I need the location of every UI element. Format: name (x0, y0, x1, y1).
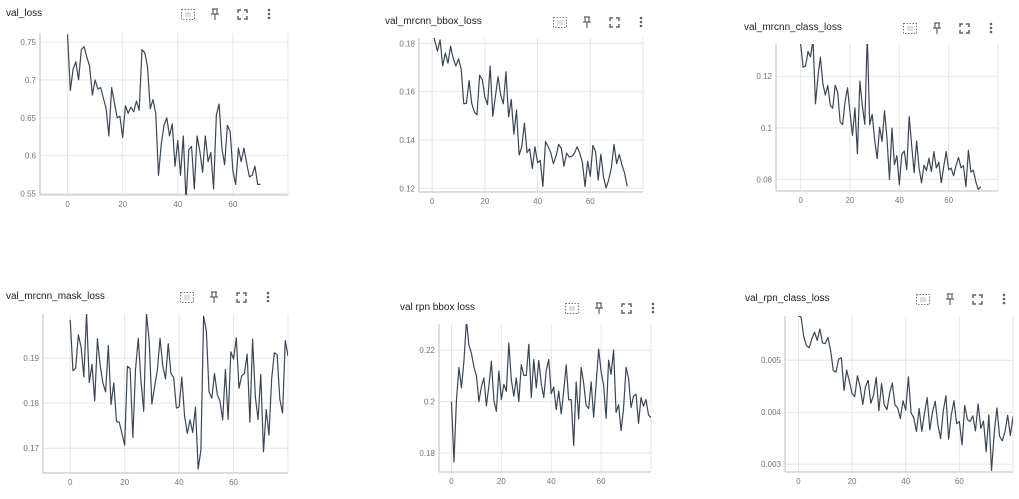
chart-title: val_mrcnn_bbox_loss (385, 16, 482, 27)
chart-toolbar (902, 20, 999, 36)
pin-icon[interactable] (206, 289, 222, 305)
series-line (450, 324, 651, 463)
pin-icon[interactable] (579, 14, 595, 30)
y-tick-label: 0.1 (761, 124, 773, 133)
series-line (69, 314, 288, 470)
y-tick-label: 0.55 (20, 189, 36, 198)
x-tick-label: 0 (430, 197, 435, 206)
x-tick-label: 20 (846, 196, 855, 205)
data-selection-icon[interactable] (902, 20, 918, 36)
series-line (433, 38, 628, 189)
val-mrcnn-mask-loss-plot[interactable]: 0.17 0.18 0.19 0 20 40 60 (23, 314, 289, 489)
chart-title: val_mrcnn_class_loss (744, 22, 842, 33)
pin-icon[interactable] (207, 6, 223, 22)
data-selection-icon[interactable] (180, 6, 196, 22)
val-mrcnn-class-loss-plot[interactable]: 0.08 0.1 0.12 0 20 40 60 (756, 44, 999, 207)
val-loss-plot[interactable]: 0.55 0.6 0.65 0.7 0.75 0 20 40 60 (20, 33, 289, 211)
y-tick-label: 0.2 (424, 398, 436, 407)
x-tick-label: 60 (229, 478, 238, 487)
chart-toolbar (564, 300, 661, 316)
x-tick-label: 60 (955, 477, 964, 486)
chart-toolbar (552, 14, 649, 30)
y-tick-label: 0.003 (761, 460, 782, 469)
y-tick-label: 0.6 (25, 152, 37, 161)
more-vert-icon[interactable] (983, 20, 999, 36)
x-tick-label: 0 (68, 478, 73, 487)
chart-toolbar (180, 6, 277, 22)
x-tick-label: 0 (796, 477, 801, 486)
y-tick-label: 0.65 (20, 114, 36, 123)
x-tick-label: 0 (65, 200, 70, 209)
x-tick-label: 60 (597, 477, 606, 486)
fullscreen-icon[interactable] (606, 14, 622, 30)
x-tick-label: 0 (798, 196, 803, 205)
y-tick-label: 0.14 (399, 136, 415, 145)
more-vert-icon[interactable] (260, 289, 276, 305)
fullscreen-icon[interactable] (956, 20, 972, 36)
y-tick-label: 0.22 (419, 346, 435, 355)
val-mrcnn-bbox-loss-plot[interactable]: 0.12 0.14 0.16 0.18 0 20 40 60 (399, 38, 644, 208)
more-vert-icon[interactable] (261, 6, 277, 22)
x-tick-label: 40 (895, 196, 904, 205)
x-tick-label: 60 (228, 200, 237, 209)
x-tick-label: 40 (173, 200, 182, 209)
pin-icon[interactable] (942, 291, 958, 307)
chart-title: val rpn bbox loss (400, 302, 476, 313)
y-tick-label: 0.12 (399, 184, 415, 193)
series-line (66, 34, 261, 195)
x-tick-label: 40 (533, 197, 542, 206)
fullscreen-icon[interactable] (969, 291, 985, 307)
data-selection-icon[interactable] (915, 291, 931, 307)
x-tick-label: 20 (480, 197, 489, 206)
y-tick-label: 0.17 (23, 444, 39, 453)
x-tick-label: 20 (118, 200, 127, 209)
fullscreen-icon[interactable] (618, 300, 634, 316)
y-tick-label: 0.005 (761, 356, 782, 365)
more-vert-icon[interactable] (996, 291, 1012, 307)
x-tick-label: 20 (120, 478, 129, 487)
more-vert-icon[interactable] (645, 300, 661, 316)
data-selection-icon[interactable] (552, 14, 568, 30)
pin-icon[interactable] (929, 20, 945, 36)
chart-title: val_rpn_class_loss (745, 293, 830, 304)
y-tick-label: 0.12 (756, 72, 772, 81)
y-tick-label: 0.16 (399, 88, 415, 97)
y-tick-label: 0.18 (23, 399, 39, 408)
x-tick-label: 0 (449, 477, 454, 486)
series-line (800, 44, 982, 191)
y-tick-label: 0.18 (399, 39, 415, 48)
y-tick-label: 0.08 (756, 175, 772, 184)
chart-title: val_loss (6, 8, 43, 19)
series-line (798, 316, 1013, 472)
x-tick-label: 40 (901, 477, 910, 486)
chart-toolbar (915, 291, 1012, 307)
val-rpn-bbox-loss-plot[interactable]: 0.18 0.2 0.22 0 20 40 60 (419, 324, 652, 488)
data-selection-icon[interactable] (564, 300, 580, 316)
data-selection-icon[interactable] (179, 289, 195, 305)
y-tick-label: 0.18 (419, 449, 435, 458)
chart-toolbar (179, 289, 276, 305)
x-tick-label: 60 (944, 196, 953, 205)
y-tick-label: 0.004 (761, 408, 782, 417)
val-rpn-class-loss-plot[interactable]: 0.003 0.004 0.005 0 20 40 60 (761, 316, 1014, 488)
pin-icon[interactable] (591, 300, 607, 316)
fullscreen-icon[interactable] (233, 289, 249, 305)
fullscreen-icon[interactable] (234, 6, 250, 22)
x-tick-label: 60 (586, 197, 595, 206)
x-tick-label: 40 (175, 478, 184, 487)
x-tick-label: 40 (547, 477, 556, 486)
y-tick-label: 0.75 (20, 38, 36, 47)
chart-title: val_mrcnn_mask_loss (6, 291, 105, 302)
more-vert-icon[interactable] (633, 14, 649, 30)
y-tick-label: 0.19 (23, 354, 39, 363)
y-tick-label: 0.7 (25, 76, 37, 85)
x-tick-label: 20 (497, 477, 506, 486)
x-tick-label: 20 (848, 477, 857, 486)
